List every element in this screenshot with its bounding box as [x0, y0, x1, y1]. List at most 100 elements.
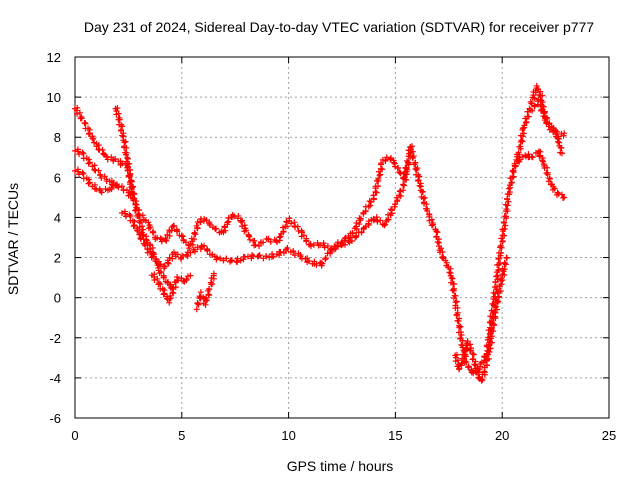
track-4-point: [170, 222, 177, 229]
track-1-point: [160, 274, 167, 281]
track-8-point: [409, 148, 416, 155]
track-8-point: [519, 133, 526, 140]
track-7-point: [207, 279, 214, 286]
track-8-point: [498, 235, 505, 242]
track-3-point: [86, 179, 93, 186]
track-5-point: [400, 187, 407, 194]
track-5-point: [255, 253, 262, 260]
track-1-point: [85, 131, 92, 138]
track-1-point: [95, 146, 102, 153]
track-5-point: [174, 251, 181, 258]
track-4-point: [163, 237, 170, 244]
track-4-point: [128, 178, 135, 185]
track-4-point: [168, 227, 175, 234]
track-10-point: [522, 152, 529, 159]
track-6-point: [180, 277, 187, 284]
y-tick-label: 10: [47, 90, 61, 105]
track-9-point: [470, 351, 477, 358]
track-9-point: [487, 345, 494, 352]
track-5-point: [142, 242, 149, 249]
track-5-point: [365, 218, 372, 225]
track-10-point: [511, 162, 518, 169]
track-6-point: [167, 292, 174, 299]
track-9-point: [489, 320, 496, 327]
track-4-point: [377, 171, 384, 178]
track-4-point: [379, 166, 386, 173]
track-5-point: [122, 210, 129, 217]
track-8-point: [419, 189, 426, 196]
track-4-point: [353, 219, 360, 226]
track-5-point: [335, 243, 342, 250]
track-9-point: [485, 342, 492, 349]
track-1-point: [104, 156, 111, 163]
track-4-point: [390, 159, 397, 166]
track-4-point: [243, 227, 250, 234]
track-6-point: [154, 275, 161, 282]
track-5-point: [256, 252, 263, 259]
track-4-point: [383, 154, 390, 161]
track-4-point: [395, 164, 402, 171]
track-10-point: [539, 157, 546, 164]
track-4-point: [235, 212, 242, 219]
track-2-point: [86, 159, 93, 166]
track-6-point: [170, 290, 177, 297]
track-5-point: [130, 223, 137, 230]
track-5-point: [200, 242, 207, 249]
x-tick-label: 5: [178, 428, 185, 443]
track-9-point: [479, 376, 486, 383]
track-8-point: [416, 173, 423, 180]
track-4-point: [252, 241, 259, 248]
track-10-point: [544, 171, 551, 178]
track-5-point: [147, 248, 154, 255]
track-4-point: [126, 172, 133, 179]
track-8-point: [446, 269, 453, 276]
track-5-point: [228, 257, 235, 264]
track-8-point: [434, 239, 441, 246]
track-8-point: [520, 130, 527, 137]
track-5-point: [161, 263, 168, 270]
track-8-point: [505, 185, 512, 192]
track-9-point: [501, 259, 508, 266]
track-8-point: [520, 125, 527, 132]
track-9-point: [501, 266, 508, 273]
track-8-point: [525, 113, 532, 120]
track-4-point: [239, 223, 246, 230]
track-5-point: [118, 210, 125, 217]
track-9-point: [501, 271, 508, 278]
track-8-point: [533, 82, 540, 89]
track-9-point: [471, 361, 478, 368]
track-8-point: [501, 232, 508, 239]
track-11-point: [553, 128, 560, 135]
plot-frame: [74, 56, 610, 419]
track-5-point: [388, 206, 395, 213]
track-8-point: [503, 206, 510, 213]
track-5-point: [318, 259, 325, 266]
track-4-point: [373, 189, 380, 196]
track-11-point: [554, 129, 561, 136]
track-9-point: [492, 304, 499, 311]
track-4-point: [382, 157, 389, 164]
track-5-point: [150, 253, 157, 260]
track-8-point: [409, 143, 416, 150]
track-4-point: [303, 237, 310, 244]
track-6-point: [183, 277, 190, 284]
track-4-point: [193, 222, 200, 229]
track-6-point: [174, 273, 181, 280]
track-6-point: [161, 290, 168, 297]
track-3-point: [98, 189, 105, 196]
track-8-point: [453, 298, 460, 305]
track-4-point: [320, 240, 327, 247]
track-9-point: [488, 333, 495, 340]
track-8-point: [429, 221, 436, 228]
track-5-point: [319, 260, 326, 267]
track-7-point: [196, 293, 203, 300]
track-5-point: [213, 254, 220, 261]
track-2-point: [119, 183, 126, 190]
track-4-point: [246, 236, 253, 243]
track-8-point: [433, 228, 440, 235]
track-9-point: [469, 350, 476, 357]
track-11-point: [538, 106, 545, 113]
track-9-point: [467, 341, 474, 348]
track-11-point: [529, 107, 536, 114]
track-4-point: [122, 138, 129, 145]
